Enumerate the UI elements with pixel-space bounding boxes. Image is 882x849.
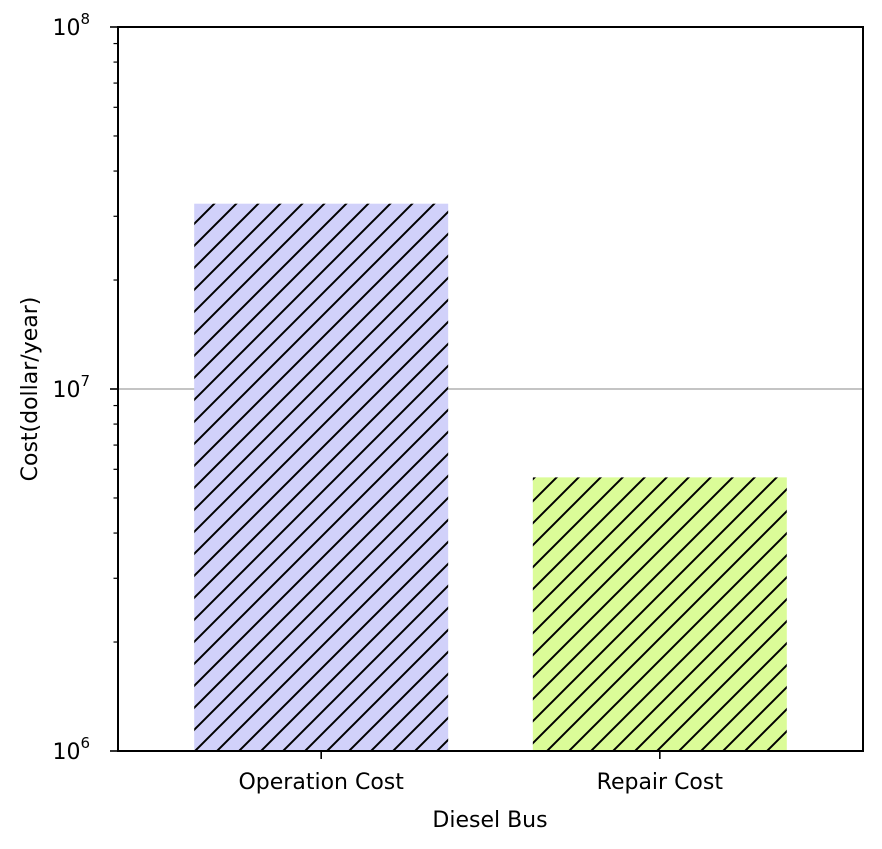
x-tick-label: Operation Cost <box>238 770 404 795</box>
x-tick-label: Repair Cost <box>597 770 724 795</box>
x-ticks: Operation Cost Repair Cost <box>238 751 723 795</box>
y-axis-label: Cost(dollar/year) <box>18 297 43 482</box>
y-tick-label: 107 <box>52 372 90 403</box>
bar-2 <box>532 477 787 751</box>
bar-1 <box>194 203 449 751</box>
y-tick-label: 108 <box>52 10 90 41</box>
x-axis-label: Diesel Bus <box>432 808 547 833</box>
y-tick-label: 106 <box>52 734 90 765</box>
bars-layer <box>194 203 787 751</box>
y-ticks: 106 107 108 <box>52 10 118 765</box>
